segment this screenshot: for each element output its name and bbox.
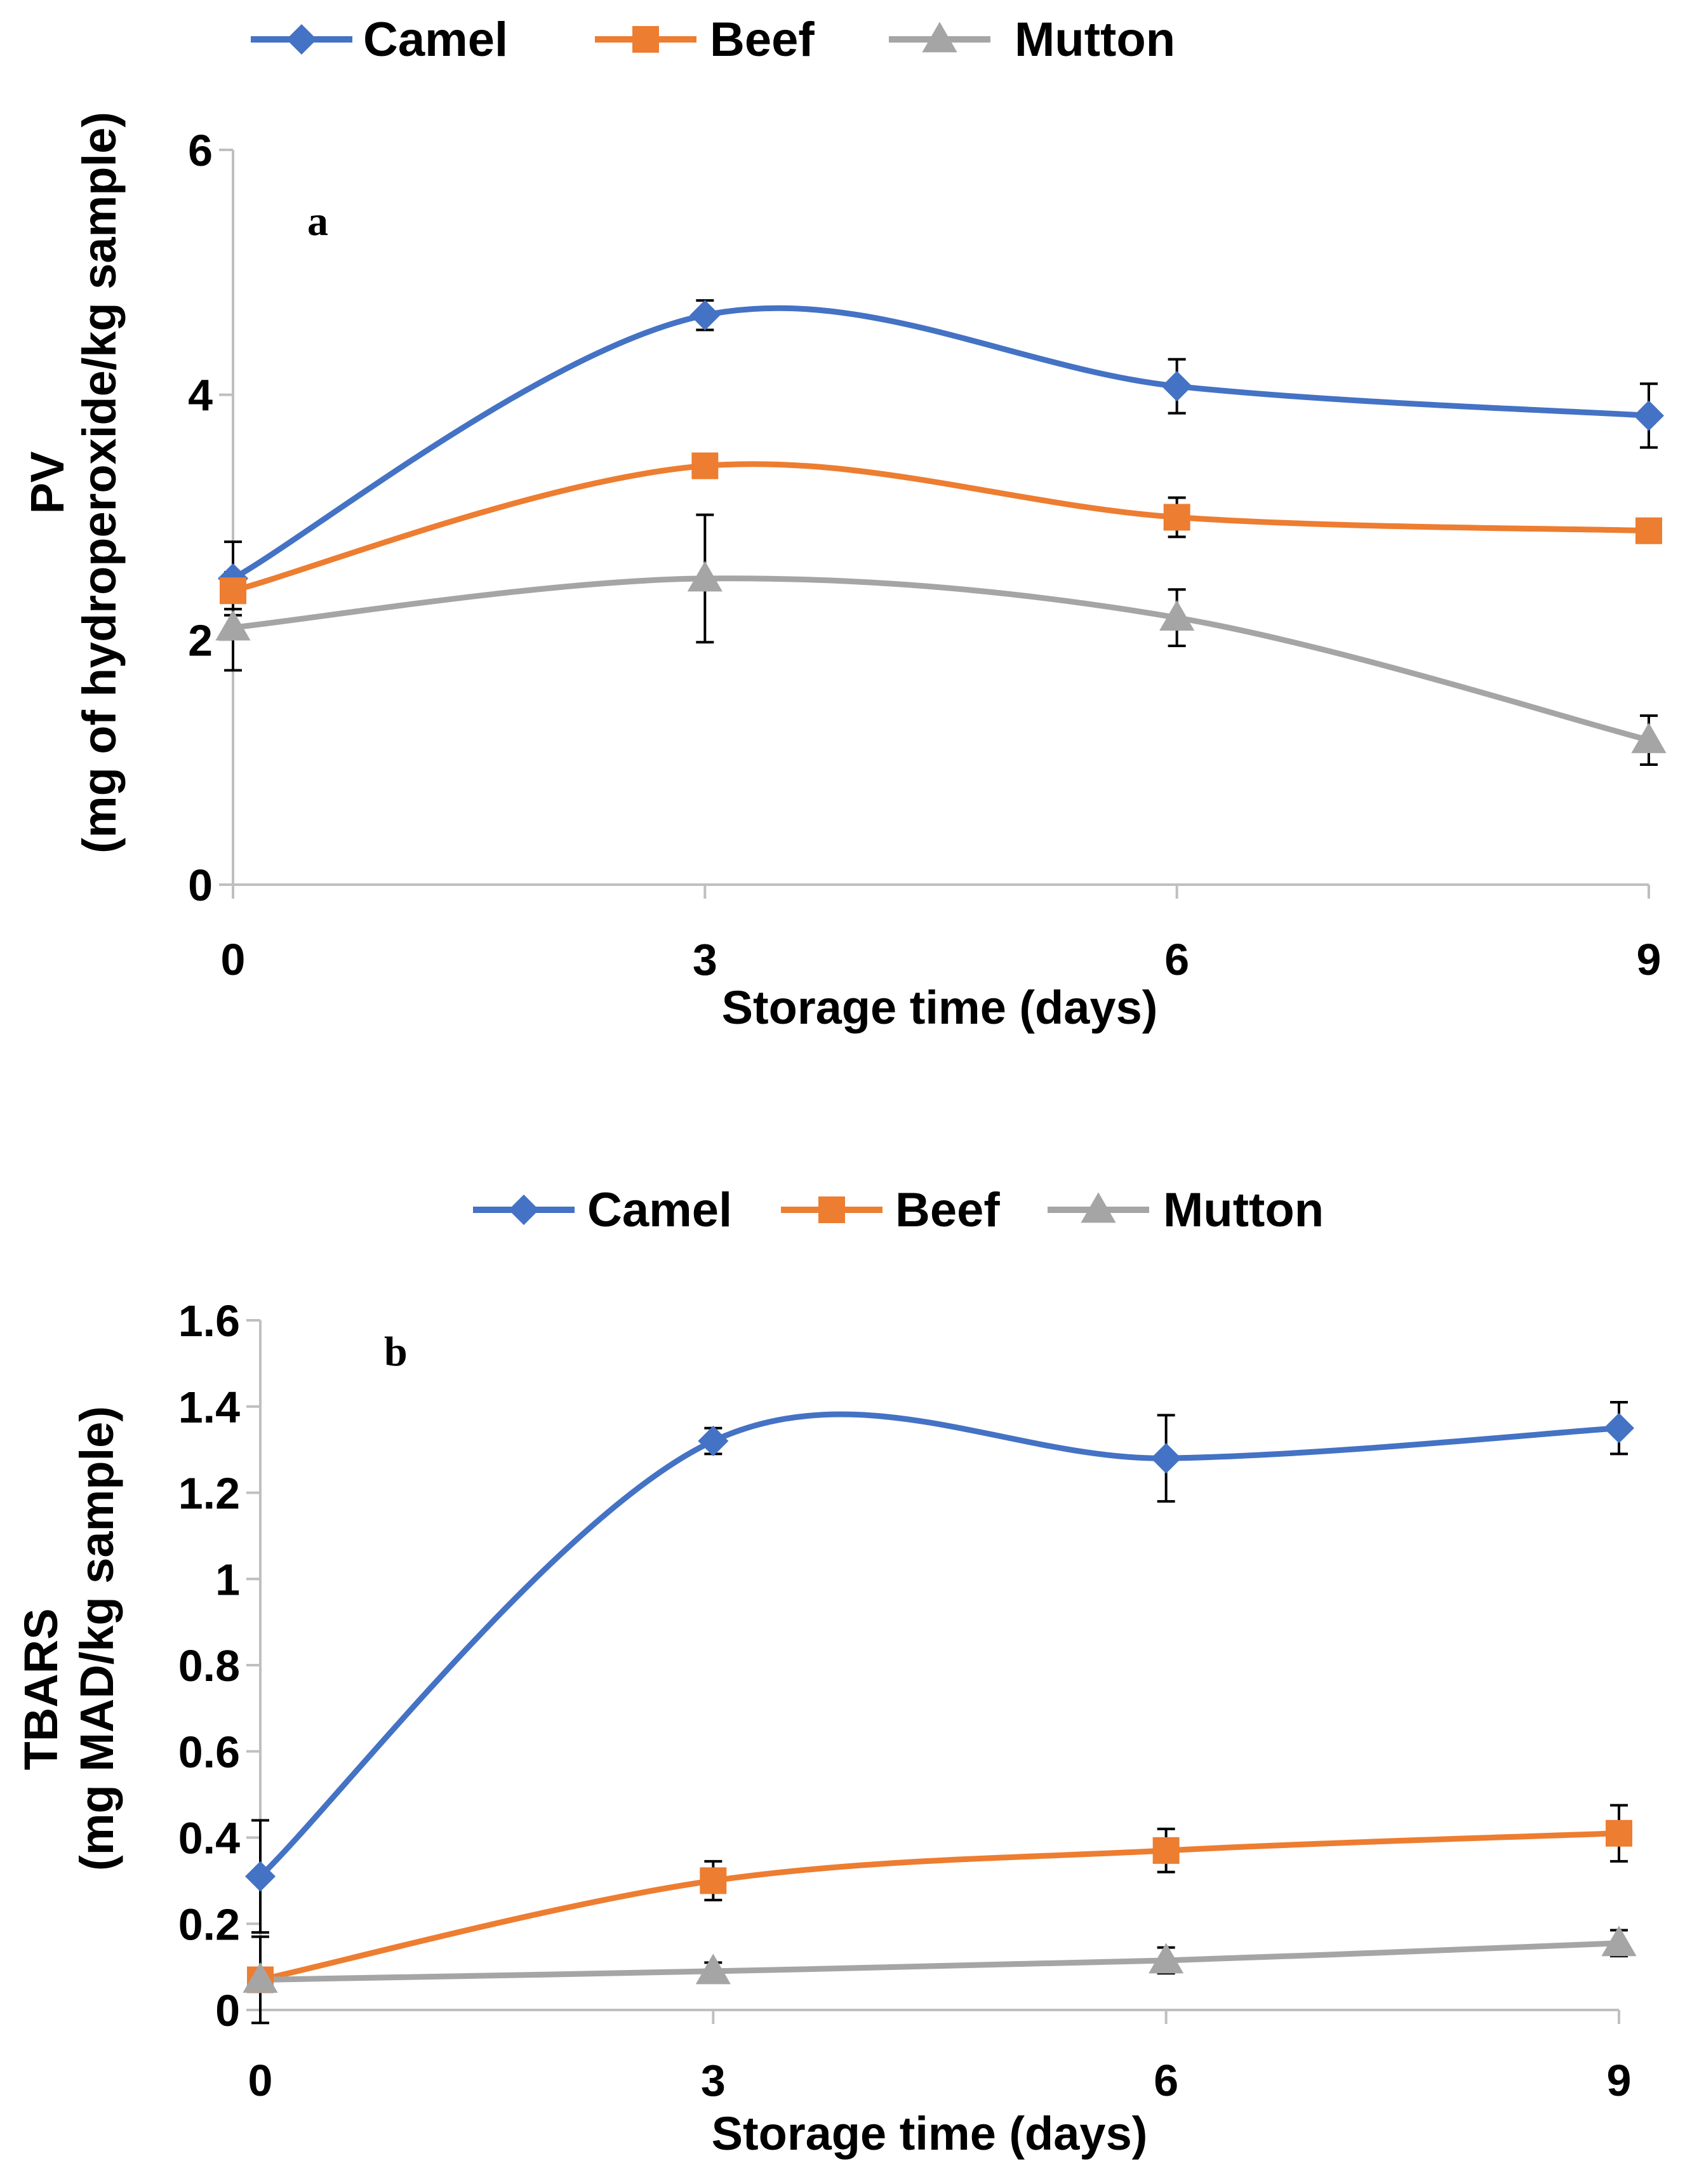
y-tick-label: 0.8 <box>178 1641 240 1691</box>
data-point-mutton <box>243 1962 278 1993</box>
legend-marker <box>922 22 957 53</box>
y-tick-label: 0.6 <box>178 1727 240 1777</box>
x-tick-label: 3 <box>701 2056 726 2105</box>
data-point-beef <box>1152 1837 1180 1864</box>
chart-a: 0 2 4 6 0 3 6 9 Storage time (days) PV (mg of hydr… <box>21 13 1667 1034</box>
y-tick-label: 1 <box>215 1555 240 1604</box>
x-tick-label: 6 <box>1164 935 1189 984</box>
data-point-mutton <box>1159 600 1195 631</box>
series-line-beef <box>257 1830 1622 1983</box>
data-point-beef <box>691 452 719 479</box>
data-point-camel <box>1150 1443 1182 1474</box>
data-point-camel <box>1634 400 1664 431</box>
data-point-mutton <box>695 1953 731 1985</box>
y-tick-label: 4 <box>188 371 213 420</box>
y-axis-title: (mg of hydroperoxide/kg sample) <box>73 112 126 854</box>
series-line-mutton <box>230 575 1652 743</box>
data-point-beef <box>1635 517 1662 544</box>
data-point-camel <box>1161 371 1192 402</box>
y-tick-label: 1.2 <box>178 1469 240 1518</box>
y-axis-title: PV <box>21 452 74 514</box>
y-tick-label: 1.4 <box>178 1383 240 1432</box>
data-point-beef <box>1163 504 1190 531</box>
x-tick-label: 3 <box>693 935 717 984</box>
chart-b: 0 0.2 0.4 0.6 0.8 1 1.2 1.4 1.6 0 3 6 9 Storage time … <box>15 1183 1637 2160</box>
data-point-camel <box>689 300 721 331</box>
legend-label: Beef <box>710 13 815 67</box>
data-point-camel <box>1604 1412 1634 1444</box>
data-point-mutton <box>1601 1926 1637 1957</box>
y-tick-label: 0 <box>188 861 213 910</box>
data-point-mutton <box>1631 722 1667 753</box>
legend-item-beef: Beef <box>595 13 815 67</box>
legend-item-mutton: Mutton <box>1048 1183 1324 1237</box>
series-camel <box>224 299 1658 617</box>
y-tick-label: 0.4 <box>178 1814 240 1863</box>
legend-item-camel: Camel <box>473 1183 732 1237</box>
legend-label: Mutton <box>1015 13 1175 67</box>
series-mutton <box>224 513 1658 767</box>
legend-item-beef: Beef <box>781 1183 1000 1237</box>
legend-label: Camel <box>587 1183 732 1237</box>
y-tick-label: 1.6 <box>178 1296 240 1346</box>
series-line-mutton <box>257 1940 1622 1983</box>
x-axis-title: Storage time (days) <box>722 981 1158 1034</box>
legend-label: Beef <box>895 1183 1000 1237</box>
data-point-mutton <box>687 561 723 592</box>
series-line-beef <box>230 461 1652 594</box>
x-tick-label: 9 <box>1637 935 1662 984</box>
legend-label: Camel <box>363 13 508 67</box>
data-point-beef <box>700 1867 727 1894</box>
legend-item-camel: Camel <box>251 13 508 67</box>
y-axis-title: (mg MAD/kg sample) <box>70 1406 123 1871</box>
legend-item-mutton: Mutton <box>889 13 1175 67</box>
panel-label: a <box>307 198 328 245</box>
y-tick-label: 0.2 <box>178 1899 240 1949</box>
legend-marker <box>509 1195 539 1225</box>
y-tick-label: 0 <box>215 1986 240 2035</box>
data-point-beef <box>220 577 246 605</box>
series-line-camel <box>230 305 1652 582</box>
x-tick-label: 6 <box>1154 2056 1178 2105</box>
data-point-mutton <box>1149 1943 1184 1974</box>
x-tick-label: 0 <box>221 935 246 984</box>
y-tick-label: 2 <box>188 615 213 665</box>
x-tick-label: 9 <box>1607 2056 1632 2105</box>
legend-marker <box>1081 1192 1116 1223</box>
series-beef <box>251 1804 1628 1990</box>
x-axis-title: Storage time (days) <box>712 2107 1148 2160</box>
data-point-camel <box>245 1861 276 1892</box>
x-tick-label: 0 <box>248 2056 273 2105</box>
legend-marker <box>818 1196 845 1223</box>
data-point-mutton <box>215 610 251 641</box>
data-point-beef <box>1606 1819 1632 1847</box>
series-line-camel <box>257 1411 1622 1880</box>
legend-marker <box>632 26 659 53</box>
legend-label: Mutton <box>1163 1183 1324 1237</box>
panel-label: b <box>384 1329 408 1375</box>
y-axis-title: TBARS <box>15 1609 67 1771</box>
y-tick-label: 6 <box>188 126 213 175</box>
legend-marker <box>286 24 317 55</box>
series-camel <box>251 1400 1628 1934</box>
data-point-camel <box>698 1426 729 1457</box>
